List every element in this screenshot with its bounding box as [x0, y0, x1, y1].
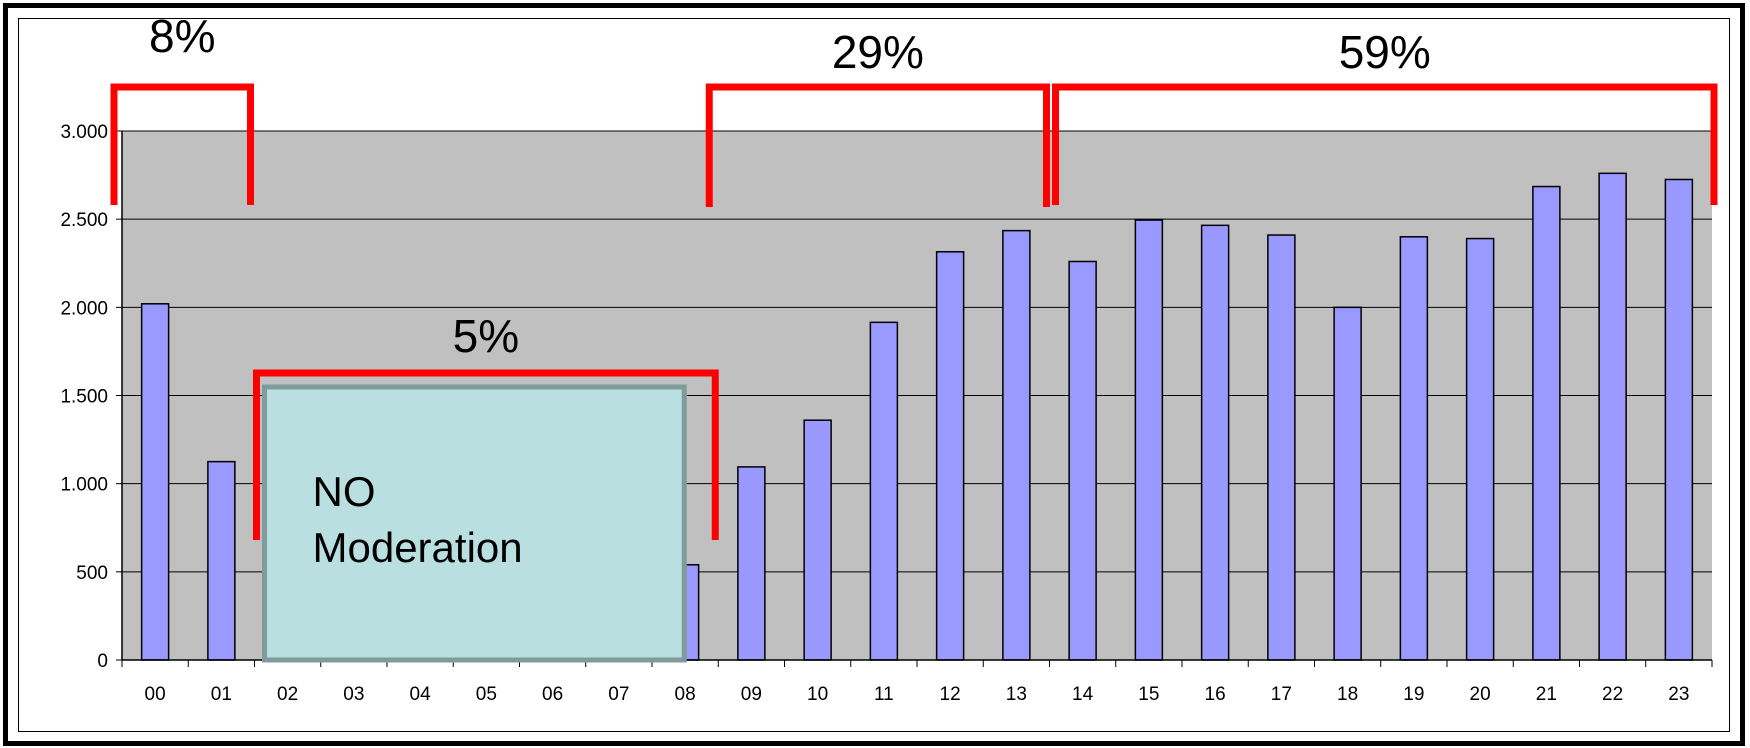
x-tick-label: 09 — [741, 684, 762, 705]
y-tick-label: 0 — [97, 651, 108, 672]
y-tick-label: 1.500 — [60, 387, 108, 408]
bar-19 — [1399, 236, 1429, 661]
bracket-label: 8% — [149, 10, 215, 62]
bar-10 — [803, 419, 832, 661]
bracket-14-23 — [1052, 83, 1718, 205]
x-tick-label: 15 — [1138, 684, 1159, 705]
x-tick-label: 04 — [410, 684, 432, 705]
y-tick-label: 3.000 — [60, 122, 108, 143]
y-tick-label: 1.000 — [60, 475, 108, 496]
x-tick-label: 01 — [211, 684, 232, 705]
x-tick-label: 08 — [675, 684, 696, 705]
x-tick-label: 03 — [343, 684, 364, 705]
bar-16 — [1200, 224, 1230, 661]
x-tick-label: 23 — [1668, 684, 1689, 705]
x-tick-label: 05 — [476, 684, 497, 705]
no-moderation-label-line2: Moderation — [313, 524, 523, 571]
x-tick-label: 13 — [1006, 684, 1027, 705]
bar-11 — [869, 321, 899, 661]
bracket-label: 29% — [832, 26, 924, 78]
x-tick-label: 02 — [277, 684, 298, 705]
bracket-label: 59% — [1339, 26, 1431, 78]
bar-17 — [1267, 234, 1296, 661]
bar-15 — [1134, 219, 1164, 661]
bar-18 — [1333, 306, 1362, 661]
y-tick-label: 2.500 — [60, 210, 108, 231]
bar-22 — [1598, 172, 1627, 661]
bar-23 — [1664, 178, 1694, 661]
bar-14 — [1068, 260, 1097, 661]
x-tick-label: 12 — [940, 684, 961, 705]
bar-00 — [140, 303, 170, 661]
bar-20 — [1465, 237, 1495, 661]
x-tick-label: 11 — [874, 684, 894, 705]
x-tick-label: 22 — [1602, 684, 1623, 705]
no-moderation-box — [262, 384, 687, 663]
no-moderation-label-line1: NO — [313, 468, 376, 515]
x-tick-label: 07 — [608, 684, 629, 705]
x-tick-label: 17 — [1271, 684, 1292, 705]
x-tick-label: 18 — [1337, 684, 1358, 705]
bar-09 — [737, 466, 766, 661]
bar-12 — [935, 251, 965, 661]
x-tick-label: 21 — [1536, 684, 1557, 705]
bracket-label: 5% — [453, 310, 519, 362]
bar-13 — [1002, 229, 1031, 661]
bar-01 — [207, 460, 236, 661]
x-tick-label: 10 — [807, 684, 828, 705]
bracket-00-01 — [110, 83, 254, 205]
bar-21 — [1532, 185, 1561, 661]
x-tick-label: 16 — [1205, 684, 1226, 705]
x-tick-label: 06 — [542, 684, 563, 705]
x-tick-label: 14 — [1072, 684, 1094, 705]
x-tick-label: 20 — [1470, 684, 1491, 705]
y-tick-label: 500 — [76, 563, 108, 584]
bracket-02-08 — [253, 369, 719, 540]
y-tick-label: 2.000 — [60, 298, 108, 319]
bracket-09-13 — [705, 83, 1050, 207]
x-tick-label: 00 — [145, 684, 166, 705]
x-tick-label: 19 — [1403, 684, 1424, 705]
